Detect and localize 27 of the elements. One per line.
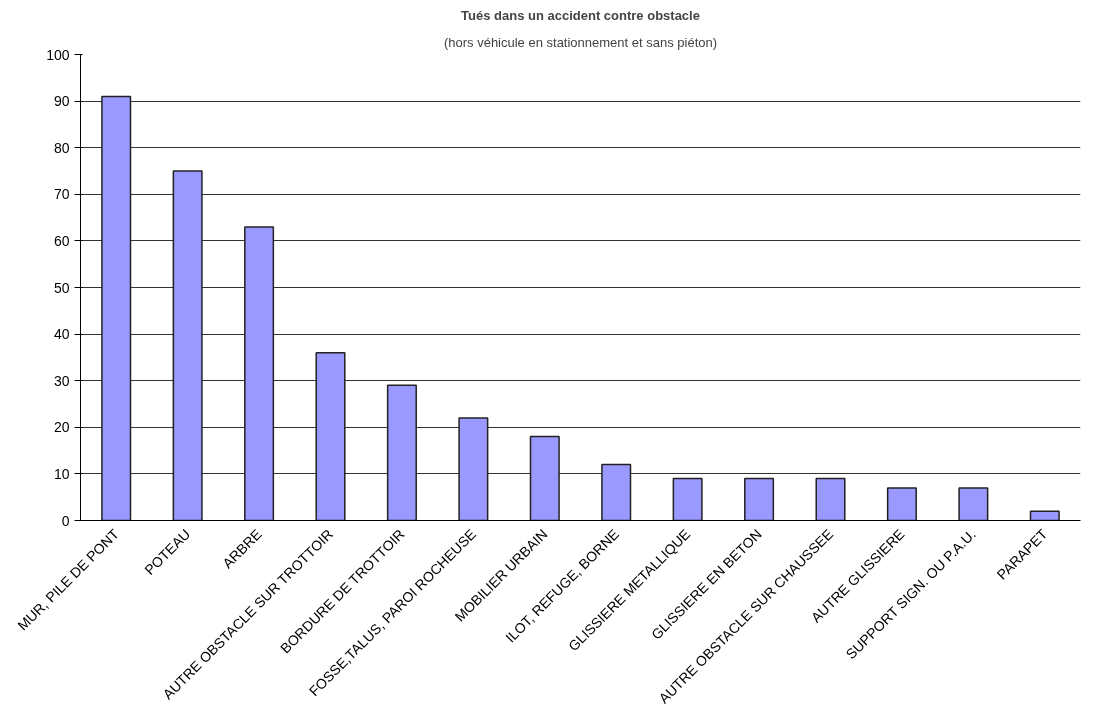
y-tick-label: 20: [53, 419, 70, 436]
y-tick-label: 80: [53, 139, 70, 156]
y-tick-label: 40: [53, 326, 70, 343]
y-tick-label: 50: [53, 279, 70, 296]
y-tick-label: 100: [46, 46, 70, 63]
bar: [315, 351, 346, 521]
bar: [672, 477, 703, 521]
bar: [386, 384, 417, 521]
bar: [172, 170, 203, 521]
chart-subtitle: (hors véhicule en stationnement et sans piéton): [443, 34, 718, 50]
y-tick-label: 60: [53, 232, 70, 249]
y-tick-label: 30: [53, 372, 70, 389]
y-tick-label: 10: [53, 465, 70, 482]
bar: [958, 487, 989, 521]
bar: [1029, 510, 1060, 521]
bar: [886, 487, 917, 521]
bar: [101, 95, 132, 521]
bar: [815, 477, 846, 521]
bar: [529, 435, 560, 521]
y-tick-label: 70: [53, 186, 70, 203]
bar: [601, 463, 632, 521]
y-tick-label: 0: [61, 512, 70, 529]
bar: [244, 226, 275, 521]
chart-title: Tués dans un accident contre obstacle: [461, 7, 700, 23]
y-tick-label: 90: [53, 93, 70, 110]
bar: [744, 477, 775, 521]
bar: [458, 417, 489, 521]
